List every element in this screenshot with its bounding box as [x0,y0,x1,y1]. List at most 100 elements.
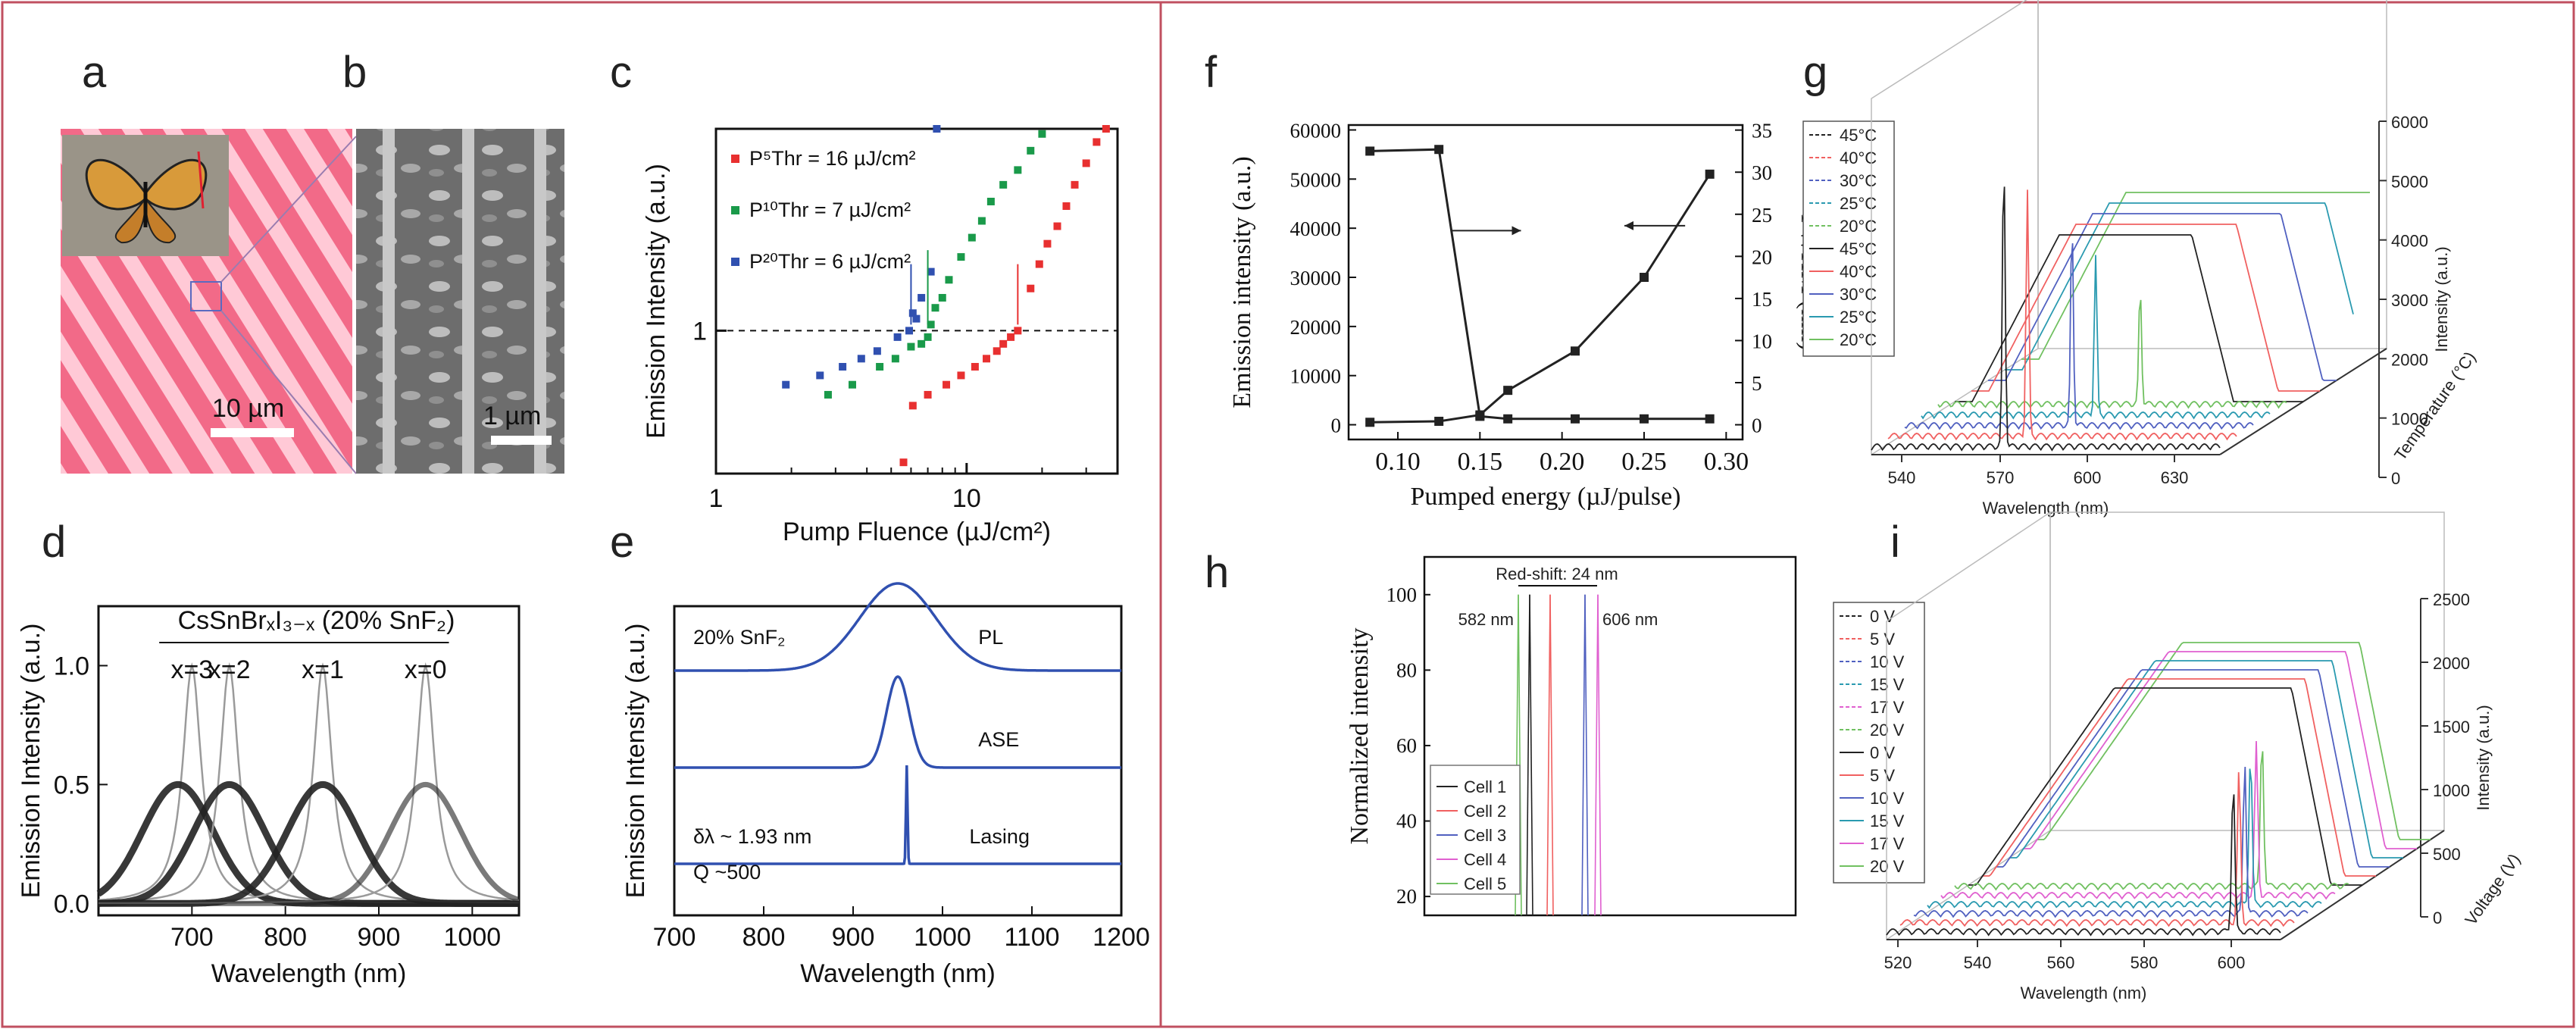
data-point-p5 [1007,333,1015,341]
x-tick-label-c: 1 [709,484,724,513]
panel-label-i: i [1890,518,1900,567]
data-point-p5 [999,339,1008,348]
data-point-f [1640,273,1649,283]
data-point-f [1705,169,1715,179]
x-tick-label-e: 1000 [914,923,971,952]
panel-label-g: g [1803,48,1827,97]
data-point-p10 [986,197,995,205]
spectrum-slice-g [1988,213,2337,381]
spectrum-slice-i [2009,660,2403,859]
spectrum-slice-i [1899,772,2295,927]
annotation-h: 582 nm [1458,610,1514,629]
x-tick-label-g: 570 [1987,468,2015,487]
x-axis-title-d: Wavelength (nm) [211,959,407,988]
z-tick-label-g: 0 [2391,469,2400,488]
plot-frame-d [97,605,521,917]
data-point-p5 [908,402,917,410]
z-tick-label-g: 5000 [2391,172,2428,191]
y-axis-title-d: Emission Intensity (a.u.) [17,624,45,899]
z-tick-label-i: 500 [2433,845,2461,864]
data-point-p5 [993,347,1001,355]
legend-label-i: 20 V [1870,721,1905,740]
spectrum-slice-i [1954,751,2349,891]
data-point-p10 [824,390,832,399]
data-point-p10 [999,180,1008,189]
data-point-p20 [839,363,847,371]
data-point-p20 [816,371,824,380]
data-point-p20 [927,267,935,276]
right-panel-frame [1159,1,2575,1028]
spectrum-slice-g [1937,299,2287,409]
data-point-p10 [945,276,953,284]
plot-frame-e [673,605,1123,917]
legend-label-h: Cell 5 [1464,874,1506,893]
narrow-emission-x=0 [98,662,520,905]
y2-tick-label-f: 0 [1752,414,1762,437]
y-axis-title-f: Emission intensity (a.u.) [1228,156,1256,408]
peak-line-h [1526,594,1530,916]
scalebar-a [211,428,294,437]
x-tick-label-f: 0.20 [1540,448,1585,476]
z-tick-label-g: 4000 [2391,232,2428,251]
spectrum-slice-g [2005,202,2354,371]
y2-tick-label-f: 20 [1752,246,1772,268]
spectrum-slice-i [1982,678,2376,877]
y-tick-label-d: 0.5 [54,771,89,799]
data-point-p10 [907,342,915,351]
y-tick-label-h: 100 [1386,583,1418,606]
panel-label-h: h [1205,548,1229,597]
data-point-p10 [968,233,976,242]
panel-label-c: c [610,48,632,97]
legend-label-i: 10 V [1870,789,1905,808]
x-axis-title-e: Wavelength (nm) [800,959,996,988]
y2-tick-label-f: 35 [1752,120,1772,142]
peak-line-h [1584,594,1589,916]
data-point-p5 [983,355,991,363]
data-point-p5 [1053,222,1061,230]
scalebar-b-label: 1 µm [483,402,541,430]
data-point-p5 [1027,284,1035,292]
panel-label-e: e [610,518,634,567]
legend-label-g: 30°C [1840,285,1877,304]
data-point-p5 [1093,138,1101,146]
peak-line-h [1594,594,1599,916]
y2-tick-label-f: 10 [1752,330,1772,352]
annotation-e: PL [978,626,1003,649]
spectrum-slice-i [1968,687,2362,886]
butterfly-inset [62,135,229,256]
x-tick-label-e: 900 [832,923,875,952]
x-tick-label-g: 540 [1888,468,1916,487]
legend-label-g: 45°C [1840,239,1877,258]
data-point-p10 [938,293,946,302]
data-point-p5 [1062,202,1071,210]
annotation-e: ASE [978,728,1019,751]
y-tick-label-h: 80 [1396,658,1417,681]
legend-label-h: Cell 4 [1464,850,1506,869]
data-point-p20 [912,314,921,323]
data-point-p10 [924,333,932,341]
y-tick-label-f: 50000 [1290,168,1342,191]
data-point-f [1475,411,1485,421]
y-tick-label-c: 1 [692,317,707,346]
spectrum-ase [674,675,1121,769]
panel-label-a: a [82,48,107,97]
data-point-p5 [1014,327,1022,335]
annotation-e: 20% SnF₂ [693,626,786,649]
y-tick-label-d: 0.0 [54,890,89,918]
arrowhead-left-f [1624,220,1633,230]
legend-label-g: 30°C [1840,171,1877,190]
back-wall-g [1871,0,2039,456]
data-point-f [1434,145,1444,155]
spectrum-slice-i [1996,669,2390,868]
x-tick-label-d: 1000 [444,923,502,952]
spectrum-slice-i [1940,740,2336,900]
data-point-p5 [1035,260,1043,268]
plot-frame-c [714,127,1119,475]
y-tick-label-h: 20 [1396,885,1417,908]
spectrum-slice-g [1887,189,2237,441]
annotation-e: Lasing [969,825,1030,848]
y-tick-label-f: 40000 [1290,217,1342,240]
z-axis-title-g: Intensity (a.u.) [2432,246,2451,352]
x-tick-label-d: 700 [170,923,214,952]
